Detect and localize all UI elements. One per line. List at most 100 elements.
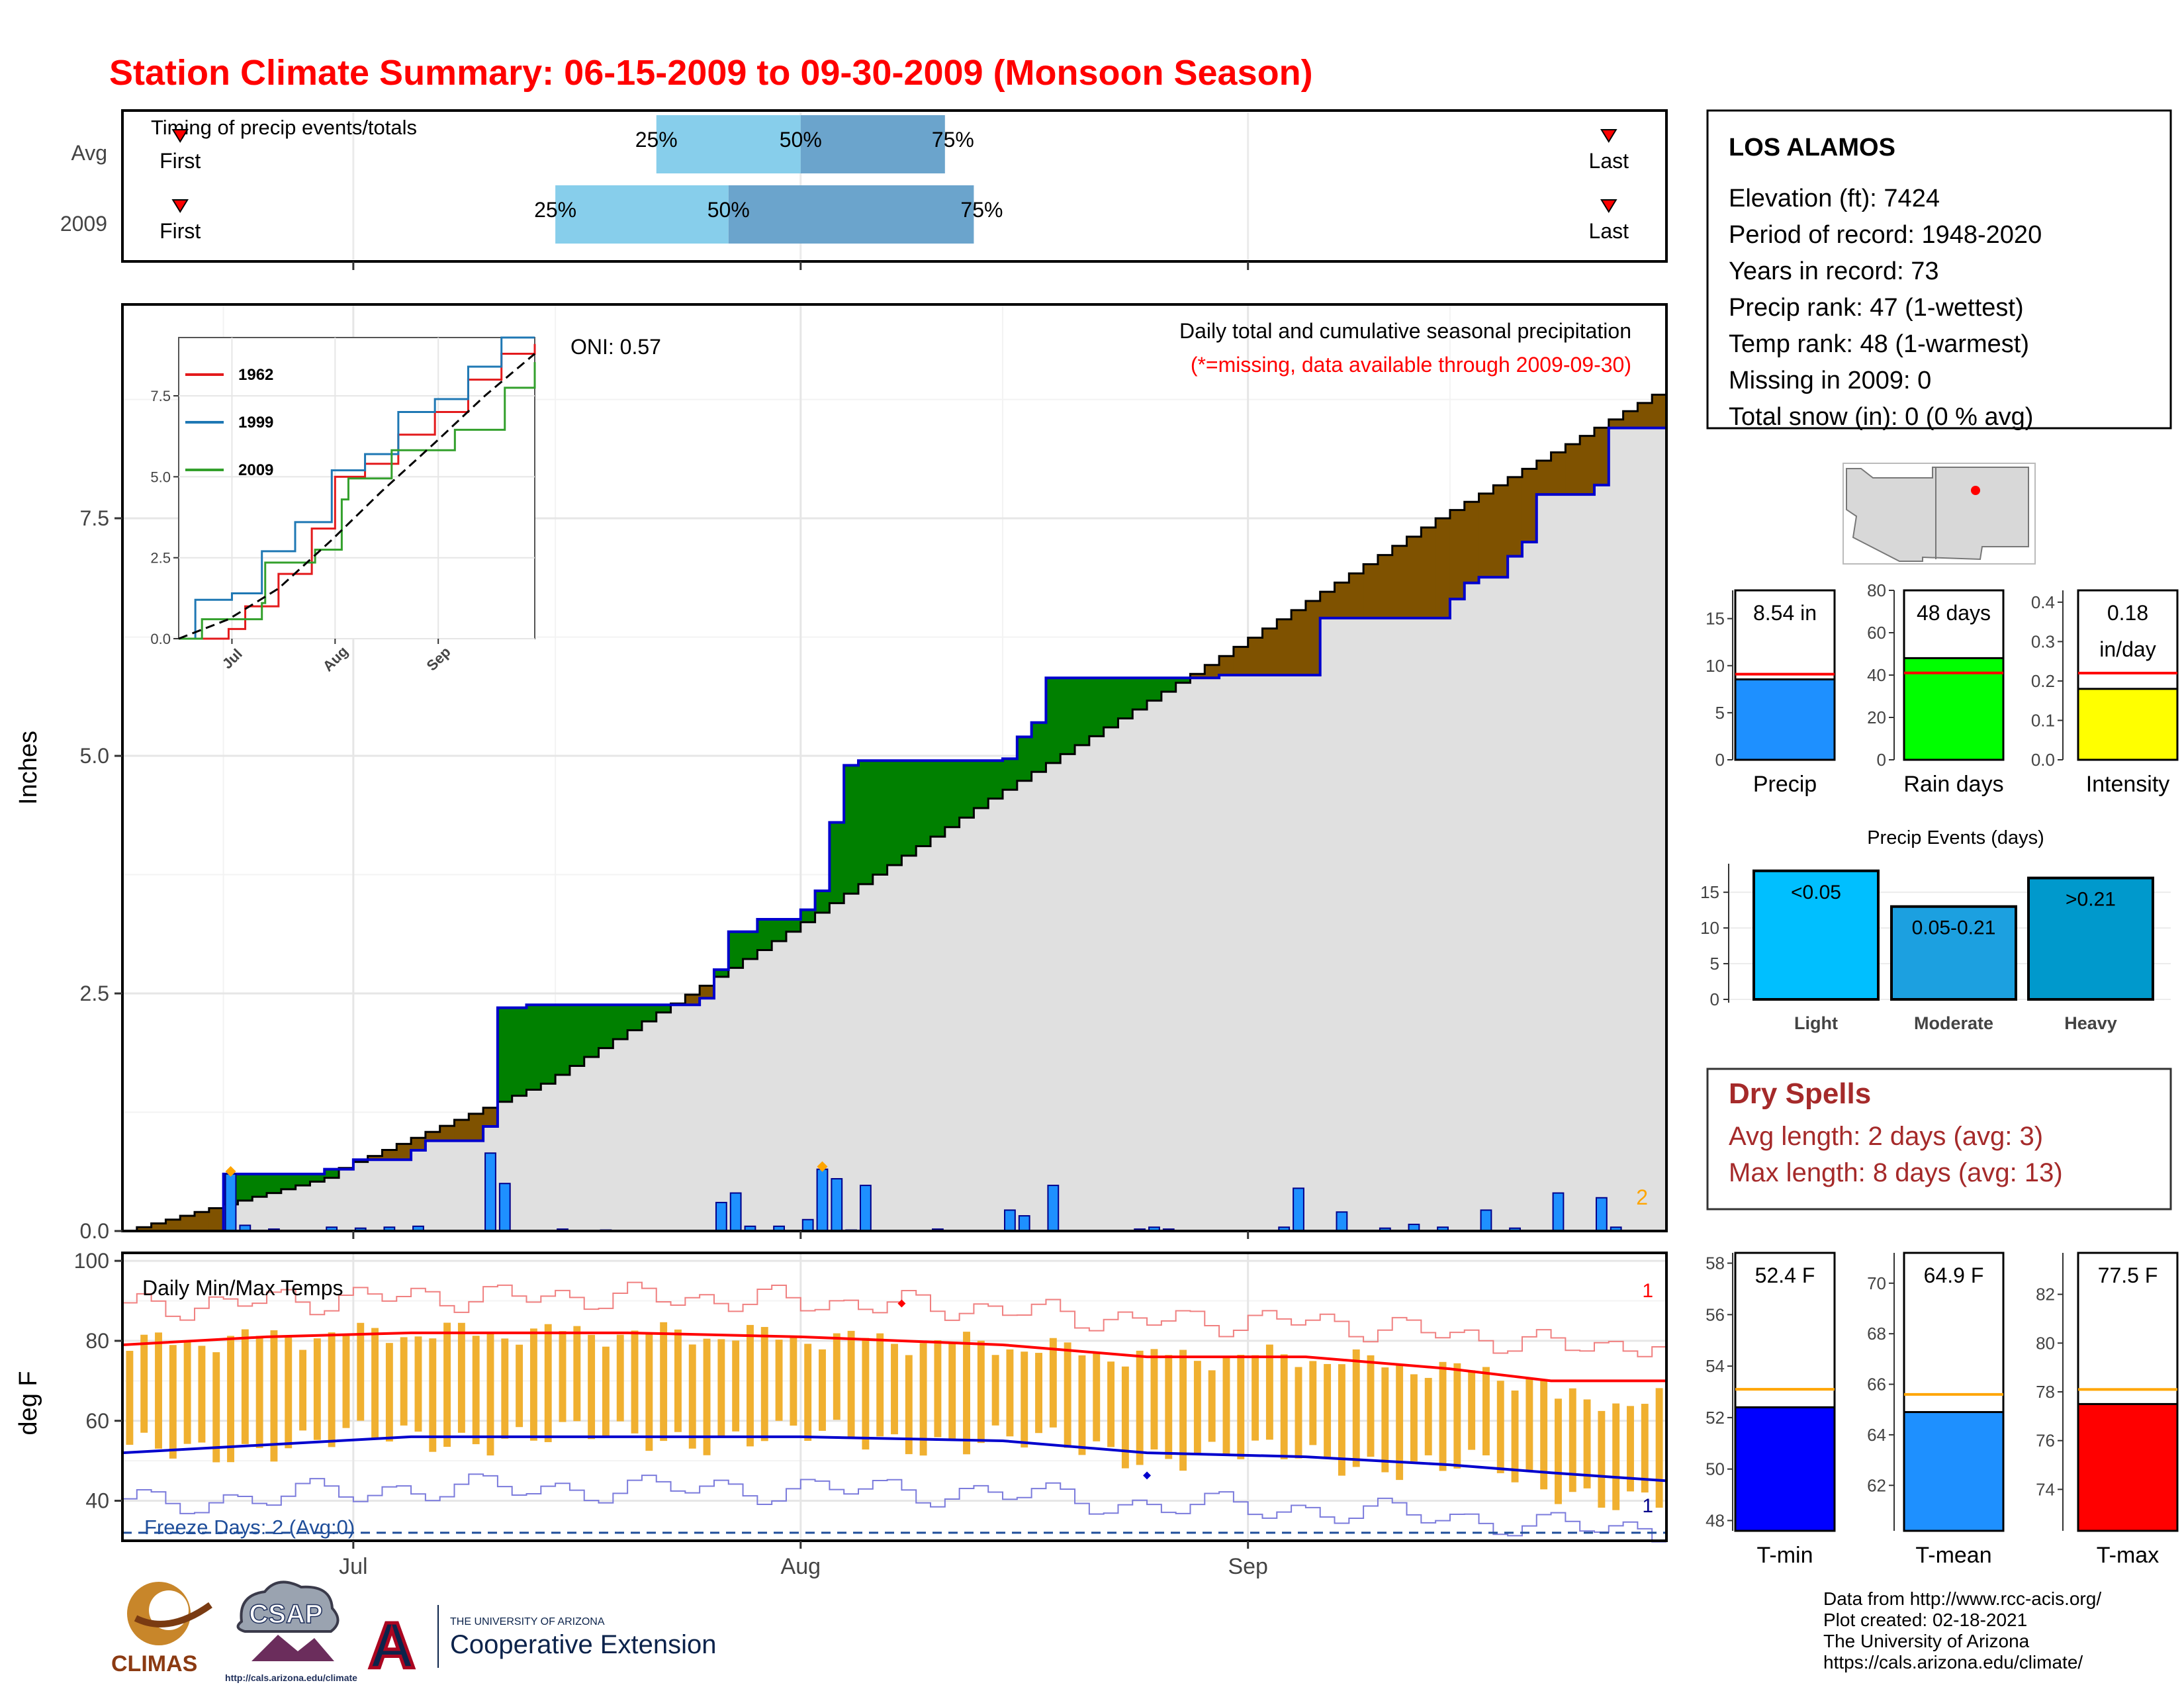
above-average-fill	[238, 1173, 253, 1201]
precip-events-title: Precip Events (days)	[1867, 827, 2044, 848]
above-average-fill	[252, 1173, 267, 1197]
daily-temp-bar	[169, 1345, 177, 1459]
daily-temp-bar	[1511, 1391, 1519, 1483]
summary-ytick-label: 64	[1867, 1425, 1886, 1445]
daily-temp-bar	[1367, 1355, 1375, 1457]
below-average-fill	[1334, 582, 1349, 618]
summary-ytick-label: 68	[1867, 1324, 1886, 1344]
above-average-fill	[829, 822, 844, 903]
above-average-fill	[988, 760, 1003, 799]
temp-ylabel: deg F	[15, 1371, 42, 1435]
below-average-fill	[367, 1156, 383, 1160]
inset-line-2009	[179, 362, 536, 640]
below-average-fill	[195, 1212, 210, 1231]
above-average-fill	[887, 760, 903, 866]
summary-ytick-label: 48	[1706, 1510, 1725, 1530]
summary-ytick-label: 0.4	[2031, 592, 2055, 612]
daily-temp-bar	[1627, 1406, 1634, 1492]
above-average-fill	[324, 1169, 340, 1178]
below-average-fill	[1522, 469, 1537, 542]
daily-temp-bar	[790, 1336, 797, 1426]
daily-precip-bar	[1595, 1197, 1608, 1232]
summary-category-label: Precip	[1753, 772, 1817, 797]
timing-q50-q75-bar	[800, 115, 945, 173]
daily-temp-bar	[400, 1337, 408, 1426]
above-average-fill	[1118, 678, 1133, 719]
daily-temp-bar	[588, 1334, 596, 1440]
summary-category-label: T-max	[2097, 1543, 2159, 1568]
precip-note: Daily total and cumulative seasonal prec…	[1179, 319, 1631, 343]
daily-temp-bar	[429, 1338, 437, 1452]
summary-ytick-label: 56	[1706, 1304, 1725, 1324]
station-line-precip-rank: Precip rank: 47 (1-wettest)	[1729, 294, 2024, 322]
daily-temp-bar	[544, 1324, 552, 1442]
daily-temp-bar	[631, 1330, 639, 1434]
above-average-fill	[1031, 722, 1047, 772]
temp-xtick-label: Sep	[1228, 1554, 1268, 1579]
last-event-marker	[1600, 199, 1617, 213]
summary-category-label: Rain days	[1903, 772, 2003, 797]
above-average-fill	[627, 1005, 643, 1030]
above-average-fill	[728, 931, 744, 968]
daily-precip-bar	[1004, 1209, 1016, 1232]
summary-category-label: Intensity	[2086, 772, 2170, 797]
daily-temp-bar	[1006, 1349, 1014, 1437]
precip-missing-note: (*=missing, data available through 2009-…	[1191, 353, 1631, 377]
daily-temp-bar	[1439, 1361, 1447, 1471]
daily-temp-bar	[1035, 1353, 1042, 1434]
above-average-fill	[901, 760, 917, 856]
daily-temp-bar	[747, 1324, 754, 1447]
daily-temp-bar	[1655, 1388, 1663, 1508]
daily-temp-bar	[1107, 1361, 1115, 1447]
summary-ytick-label: 0.0	[2031, 750, 2055, 770]
daily-temp-bar	[1482, 1367, 1490, 1455]
daily-temp-bar	[674, 1329, 682, 1432]
precip-ytick-label: 5.0	[80, 744, 109, 768]
above-average-fill	[1089, 678, 1105, 737]
below-average-fill	[1363, 564, 1379, 618]
daily-temp-bar	[703, 1338, 711, 1455]
temp-ytick-label: 40	[85, 1489, 109, 1513]
below-average-fill	[1493, 485, 1508, 578]
temp-xtick-label: Jul	[339, 1554, 367, 1579]
timing-row-2009-label: 2009	[60, 212, 107, 236]
daily-precip-bar	[1480, 1209, 1492, 1232]
daily-temp-bar	[876, 1333, 884, 1437]
station-info-box: LOS ALAMOS Elevation (ft): 7424 Period o…	[1706, 109, 2172, 431]
last-event-label: Last	[1589, 149, 1629, 173]
above-average-fill	[526, 1005, 541, 1090]
below-average-fill	[439, 1126, 455, 1141]
timing-title: Timing of precip events/totals	[151, 116, 417, 139]
above-average-fill	[1103, 678, 1119, 727]
below-average-fill	[1320, 592, 1336, 618]
first-event-label: First	[159, 149, 201, 173]
record-min-count: 1	[1642, 1495, 1653, 1517]
below-average-fill	[1623, 411, 1638, 428]
events-category-label: Moderate	[1914, 1013, 1993, 1033]
daily-temp-bar	[688, 1344, 696, 1449]
daily-temp-bar	[443, 1322, 451, 1447]
daily-temp-bar	[602, 1346, 610, 1436]
below-average-fill	[1233, 647, 1249, 675]
station-line-years: Years in record: 73	[1729, 257, 1939, 285]
below-average-fill	[208, 1208, 224, 1231]
record-max-count: 1	[1642, 1280, 1653, 1302]
summary-ytick-label: 50	[1706, 1459, 1725, 1479]
daily-temp-bar	[1309, 1361, 1317, 1445]
above-average-fill	[541, 1005, 556, 1084]
summary-category-label: T-mean	[1915, 1543, 1991, 1568]
daily-temp-bar	[645, 1332, 653, 1451]
daily-temp-bar	[573, 1326, 581, 1422]
summary-ytick-label: 0.1	[2031, 710, 2055, 730]
ua-small-text: THE UNIVERSITY OF ARIZONA	[450, 1616, 605, 1627]
daily-temp-bar	[1381, 1367, 1389, 1473]
summary-category-label: T-min	[1757, 1543, 1813, 1568]
daily-temp-bar	[1280, 1354, 1288, 1459]
station-line-period: Period of record: 1948-2020	[1729, 221, 2042, 249]
above-average-fill	[916, 760, 931, 846]
events-ytick-label: 15	[1700, 882, 1719, 902]
daily-temp-bar	[1093, 1353, 1101, 1441]
daily-temp-bar	[1496, 1381, 1504, 1473]
summary-ytick-label: 58	[1706, 1254, 1725, 1273]
